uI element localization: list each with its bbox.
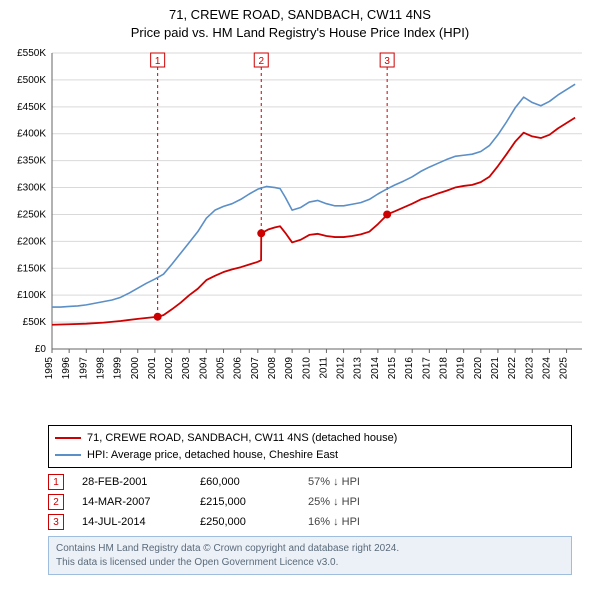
event-table: 1 28-FEB-2001 £60,000 57% ↓ HPI 2 14-MAR-2007… (48, 474, 572, 530)
svg-text:2023: 2023 (524, 357, 535, 380)
svg-text:2002: 2002 (164, 357, 175, 380)
svg-text:£300K: £300K (17, 183, 46, 194)
svg-text:2015: 2015 (387, 357, 398, 380)
svg-text:2007: 2007 (250, 357, 261, 380)
svg-text:£450K: £450K (17, 102, 46, 113)
legend-swatch (55, 437, 81, 439)
title-line-1: 71, CREWE ROAD, SANDBACH, CW11 4NS (0, 6, 600, 24)
svg-text:£50K: £50K (23, 317, 47, 328)
svg-text:2017: 2017 (421, 357, 432, 380)
footer-line-1: Contains HM Land Registry data © Crown c… (56, 542, 564, 556)
svg-text:£200K: £200K (17, 236, 46, 247)
svg-text:2008: 2008 (267, 357, 278, 380)
legend: 71, CREWE ROAD, SANDBACH, CW11 4NS (deta… (48, 425, 572, 468)
chart-area: £0 £50K £100K £150K £200K £250K £300K £350K £400… (0, 41, 600, 421)
title-line-2: Price paid vs. HM Land Registry's House … (0, 24, 600, 42)
svg-text:1: 1 (155, 56, 161, 67)
svg-text:2011: 2011 (318, 357, 329, 379)
svg-text:2001: 2001 (147, 357, 158, 380)
event-price: £60,000 (200, 476, 290, 488)
legend-label: 71, CREWE ROAD, SANDBACH, CW11 4NS (deta… (87, 430, 397, 447)
line-chart: £0 £50K £100K £150K £200K £250K £300K £350K £400… (0, 41, 600, 421)
svg-text:2003: 2003 (181, 357, 192, 380)
event-marker: 3 (48, 514, 64, 530)
event-marker: 2 (48, 494, 64, 510)
svg-text:2012: 2012 (336, 357, 347, 380)
footer-line-2: This data is licensed under the Open Gov… (56, 556, 564, 570)
legend-swatch (55, 454, 81, 456)
event-marker: 1 (48, 474, 64, 490)
legend-label: HPI: Average price, detached house, Ches… (87, 447, 338, 464)
event-price: £250,000 (200, 516, 290, 528)
svg-text:1996: 1996 (61, 357, 72, 380)
event-row: 1 28-FEB-2001 £60,000 57% ↓ HPI (48, 474, 572, 490)
event-date: 14-MAR-2007 (82, 496, 182, 508)
svg-text:£500K: £500K (17, 75, 46, 86)
svg-text:2013: 2013 (353, 357, 364, 380)
svg-text:2025: 2025 (559, 357, 570, 380)
legend-row: 71, CREWE ROAD, SANDBACH, CW11 4NS (deta… (55, 430, 565, 447)
attribution-box: Contains HM Land Registry data © Crown c… (48, 536, 572, 575)
legend-row: HPI: Average price, detached house, Ches… (55, 447, 565, 464)
svg-text:2018: 2018 (438, 357, 449, 380)
svg-text:£350K: £350K (17, 156, 46, 167)
svg-text:2009: 2009 (284, 357, 295, 380)
event-diff: 25% ↓ HPI (308, 496, 360, 508)
svg-text:2020: 2020 (473, 357, 484, 380)
event-date: 28-FEB-2001 (82, 476, 182, 488)
chart-title: 71, CREWE ROAD, SANDBACH, CW11 4NS Price… (0, 0, 600, 41)
svg-text:1997: 1997 (78, 357, 89, 380)
svg-text:2016: 2016 (404, 357, 415, 380)
event-price: £215,000 (200, 496, 290, 508)
svg-text:£150K: £150K (17, 263, 46, 274)
svg-text:2000: 2000 (130, 357, 141, 380)
svg-text:£250K: £250K (17, 210, 46, 221)
event-diff: 57% ↓ HPI (308, 476, 360, 488)
svg-text:2006: 2006 (233, 357, 244, 380)
svg-text:£0: £0 (35, 344, 47, 355)
svg-text:1998: 1998 (95, 357, 106, 380)
svg-text:2024: 2024 (541, 357, 552, 380)
svg-text:1999: 1999 (113, 357, 124, 380)
page: 71, CREWE ROAD, SANDBACH, CW11 4NS Price… (0, 0, 600, 590)
svg-text:£550K: £550K (17, 48, 46, 59)
svg-text:2004: 2004 (198, 357, 209, 380)
svg-text:2019: 2019 (456, 357, 467, 380)
event-row: 3 14-JUL-2014 £250,000 16% ↓ HPI (48, 514, 572, 530)
svg-text:2022: 2022 (507, 357, 518, 380)
svg-text:2: 2 (258, 56, 264, 67)
svg-text:£100K: £100K (17, 290, 46, 301)
svg-text:2014: 2014 (370, 357, 381, 380)
svg-text:2010: 2010 (301, 357, 312, 380)
svg-text:1995: 1995 (44, 357, 55, 380)
svg-text:2021: 2021 (490, 357, 501, 380)
svg-text:£400K: £400K (17, 129, 46, 140)
svg-text:2005: 2005 (216, 357, 227, 380)
svg-text:3: 3 (384, 56, 390, 67)
event-date: 14-JUL-2014 (82, 516, 182, 528)
event-diff: 16% ↓ HPI (308, 516, 360, 528)
event-row: 2 14-MAR-2007 £215,000 25% ↓ HPI (48, 494, 572, 510)
